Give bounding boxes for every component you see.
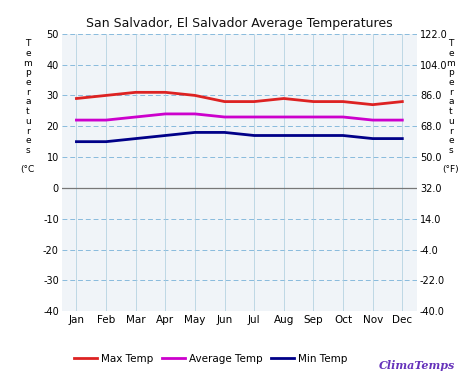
Max Temp: [163, 90, 168, 94]
Text: ClimaTemps: ClimaTemps: [379, 360, 455, 371]
Line: Max Temp: Max Temp: [76, 92, 402, 105]
Title: San Salvador, El Salvador Average Temperatures: San Salvador, El Salvador Average Temper…: [86, 17, 392, 30]
Max Temp: [103, 93, 109, 98]
Average Temp: [103, 118, 109, 122]
Max Temp: [251, 99, 257, 104]
Min Temp: [133, 136, 138, 141]
Average Temp: [192, 112, 198, 116]
Min Temp: [400, 136, 405, 141]
Min Temp: [251, 133, 257, 138]
Min Temp: [340, 133, 346, 138]
Max Temp: [310, 99, 316, 104]
Max Temp: [281, 96, 287, 101]
Max Temp: [73, 96, 79, 101]
Min Temp: [163, 133, 168, 138]
Min Temp: [222, 130, 228, 135]
Average Temp: [310, 115, 316, 119]
Average Temp: [73, 118, 79, 122]
Min Temp: [281, 133, 287, 138]
Max Temp: [400, 99, 405, 104]
Min Temp: [370, 136, 375, 141]
Y-axis label: T
e
m
p
e
r
a
t
u
r
e
s

(°F): T e m p e r a t u r e s (°F): [443, 39, 459, 174]
Max Temp: [222, 99, 228, 104]
Max Temp: [133, 90, 138, 94]
Average Temp: [222, 115, 228, 119]
Average Temp: [281, 115, 287, 119]
Max Temp: [370, 102, 375, 107]
Line: Average Temp: Average Temp: [76, 114, 402, 120]
Average Temp: [163, 112, 168, 116]
Y-axis label: T
e
m
p
e
r
a
t
u
r
e
s

(°C: T e m p e r a t u r e s (°C: [21, 39, 35, 174]
Average Temp: [133, 115, 138, 119]
Min Temp: [73, 140, 79, 144]
Legend: Max Temp, Average Temp, Min Temp: Max Temp, Average Temp, Min Temp: [70, 350, 352, 368]
Max Temp: [192, 93, 198, 98]
Max Temp: [340, 99, 346, 104]
Average Temp: [370, 118, 375, 122]
Average Temp: [400, 118, 405, 122]
Average Temp: [340, 115, 346, 119]
Average Temp: [251, 115, 257, 119]
Line: Min Temp: Min Temp: [76, 132, 402, 142]
Min Temp: [310, 133, 316, 138]
Min Temp: [103, 140, 109, 144]
Min Temp: [192, 130, 198, 135]
